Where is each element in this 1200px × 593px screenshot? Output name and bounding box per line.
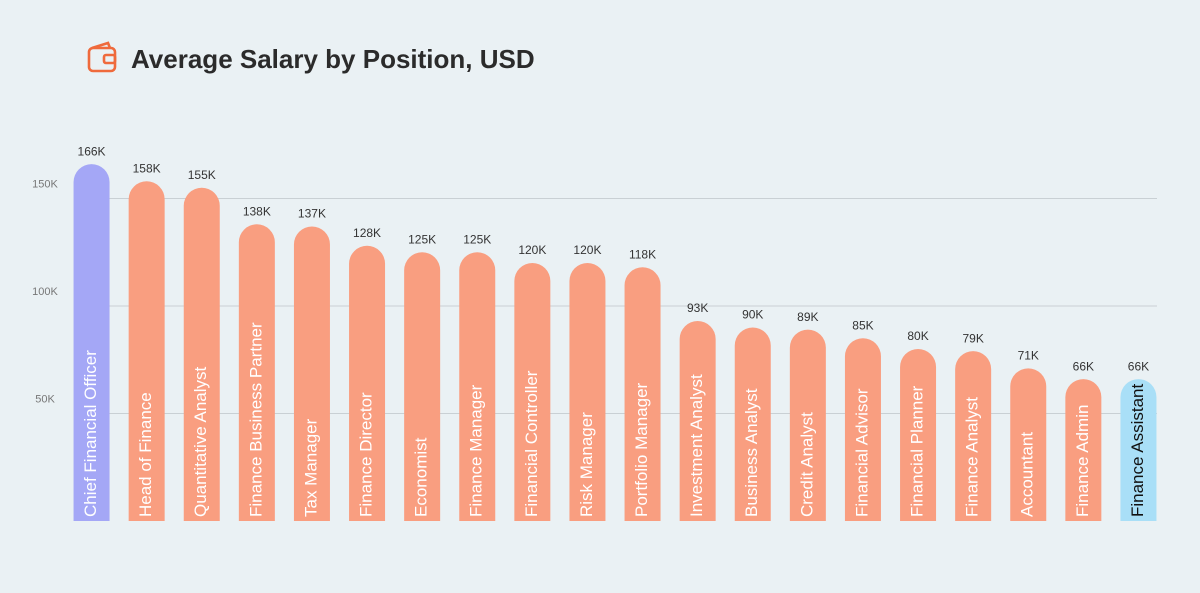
value-label: 79K — [962, 331, 983, 345]
value-label: 125K — [408, 232, 436, 246]
category-label: Risk Manager — [577, 412, 596, 517]
category-label: Financial Controller — [522, 370, 541, 517]
category-label: Portfolio Manager — [632, 382, 651, 517]
value-label: 155K — [188, 168, 216, 182]
category-label: Head of Finance — [136, 392, 155, 517]
value-label: 138K — [243, 204, 271, 218]
value-label: 66K — [1073, 359, 1094, 373]
y-tick-label: 50K — [35, 393, 55, 405]
category-label: Finance Admin — [1073, 405, 1092, 517]
value-label: 125K — [463, 232, 491, 246]
title-icon — [87, 41, 117, 73]
value-label: 85K — [852, 318, 873, 332]
category-label: Financial Planner — [908, 385, 927, 517]
bar — [293, 226, 330, 521]
bar — [183, 187, 220, 521]
value-label: 137K — [298, 207, 326, 221]
category-label: Finance Assistant — [1128, 383, 1147, 517]
bar — [1120, 379, 1157, 521]
bar — [569, 263, 606, 521]
bar — [459, 252, 496, 521]
bar — [514, 263, 551, 521]
value-label: 118K — [629, 247, 656, 261]
value-label: 128K — [353, 226, 381, 240]
bar — [844, 338, 881, 521]
bar — [73, 164, 110, 521]
value-label: 166K — [78, 144, 106, 158]
bar — [1065, 379, 1102, 521]
y-tick-label: 100K — [32, 286, 58, 298]
y-tick-label: 150K — [32, 178, 58, 190]
category-label: Credit Analyst — [797, 412, 816, 517]
category-label: Investment Analyst — [687, 374, 706, 517]
category-label: Finance Analyst — [963, 397, 982, 517]
chart-title: Average Salary by Position, USD — [131, 44, 535, 74]
value-label: 158K — [133, 161, 161, 175]
bar — [734, 327, 771, 521]
category-label: Financial Advisor — [852, 388, 871, 517]
bar — [789, 329, 826, 521]
value-label: 66K — [1128, 359, 1149, 373]
bar — [1010, 368, 1047, 521]
value-label: 80K — [907, 329, 928, 343]
bar — [349, 245, 386, 521]
bar — [128, 181, 165, 521]
category-label: Finance Director — [357, 392, 376, 517]
category-label: Quantitative Analyst — [191, 366, 210, 517]
category-label: Finance Business Partner — [246, 322, 265, 517]
bar — [624, 267, 661, 521]
value-label: 120K — [573, 243, 601, 257]
value-label: 90K — [742, 308, 763, 322]
bar — [900, 349, 937, 521]
value-label: 71K — [1018, 349, 1039, 363]
category-label: Business Analyst — [742, 388, 761, 517]
category-label: Accountant — [1018, 432, 1037, 517]
bar — [404, 252, 441, 521]
category-label: Economist — [412, 437, 431, 517]
category-label: Chief Financial Officer — [81, 350, 100, 517]
bar — [955, 351, 992, 521]
category-label: Tax Manager — [301, 418, 320, 517]
value-label: 120K — [518, 243, 546, 257]
value-label: 93K — [687, 301, 708, 315]
category-label: Finance Manager — [467, 384, 486, 517]
bar — [679, 321, 716, 521]
bar — [238, 224, 275, 522]
value-label: 89K — [797, 310, 818, 324]
